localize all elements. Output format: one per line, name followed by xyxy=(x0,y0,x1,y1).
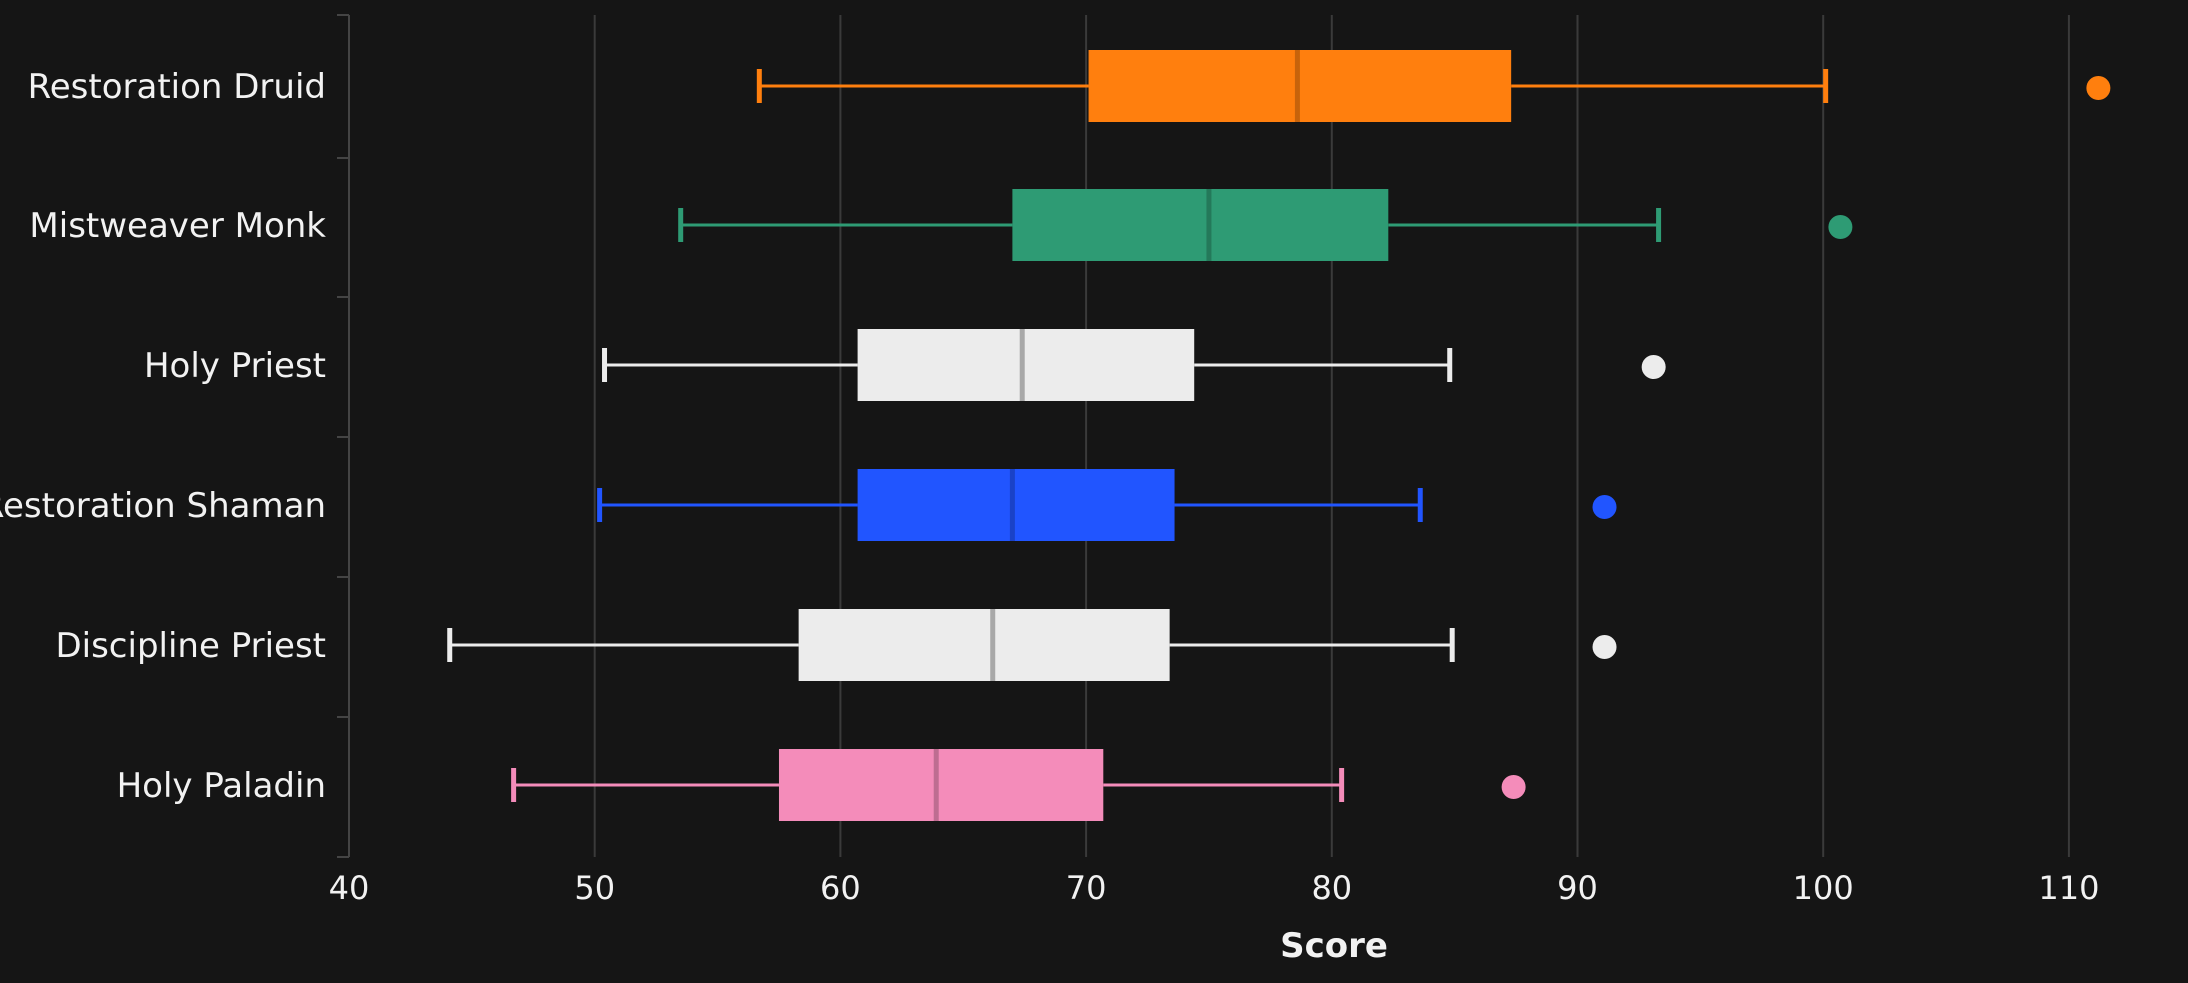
box-mistweaver-monk: Mistweaver Monk xyxy=(29,189,1853,261)
outlier-point xyxy=(2086,76,2111,100)
iqr-box xyxy=(798,609,1170,681)
outlier-point xyxy=(1592,635,1617,659)
box-holy-paladin: Holy Paladin xyxy=(117,749,1526,821)
x-tick-label: 60 xyxy=(820,869,861,907)
box-holy-priest: Holy Priest xyxy=(144,329,1666,401)
x-axis-title: Score xyxy=(1280,926,1388,966)
category-label: Holy Priest xyxy=(144,346,326,386)
outlier-point xyxy=(1501,775,1526,799)
y-axis xyxy=(337,14,350,858)
iqr-box xyxy=(857,329,1195,401)
outlier-point xyxy=(1828,215,1853,239)
outlier-point xyxy=(1592,495,1617,519)
iqr-box xyxy=(778,749,1104,821)
category-label: Discipline Priest xyxy=(55,626,326,666)
iqr-box xyxy=(1012,189,1389,261)
category-label: Restoration Shaman xyxy=(0,486,326,526)
category-label: Mistweaver Monk xyxy=(29,206,326,246)
x-tick-label: 90 xyxy=(1557,869,1598,907)
x-tick-label: 110 xyxy=(2038,869,2099,907)
grid-lines xyxy=(593,15,2070,857)
box-discipline-priest: Discipline Priest xyxy=(55,609,1617,681)
x-axis-ticks: 40 50 60 70 80 90 100 110 xyxy=(329,869,2100,907)
x-tick-label: 40 xyxy=(329,869,370,907)
category-label: Holy Paladin xyxy=(117,766,326,806)
box-restoration-druid: Restoration Druid xyxy=(28,50,2111,122)
x-tick-label: 100 xyxy=(1793,869,1854,907)
x-tick-label: 50 xyxy=(574,869,615,907)
x-tick-label: 70 xyxy=(1066,869,1107,907)
outlier-point xyxy=(1641,355,1666,379)
boxes-group: Restoration Druid Mistweaver Monk Holy Pri… xyxy=(0,50,2111,821)
box-restoration-shaman: Restoration Shaman xyxy=(0,469,1617,541)
x-tick-label: 80 xyxy=(1311,869,1352,907)
iqr-box xyxy=(857,469,1175,541)
category-label: Restoration Druid xyxy=(28,67,326,107)
